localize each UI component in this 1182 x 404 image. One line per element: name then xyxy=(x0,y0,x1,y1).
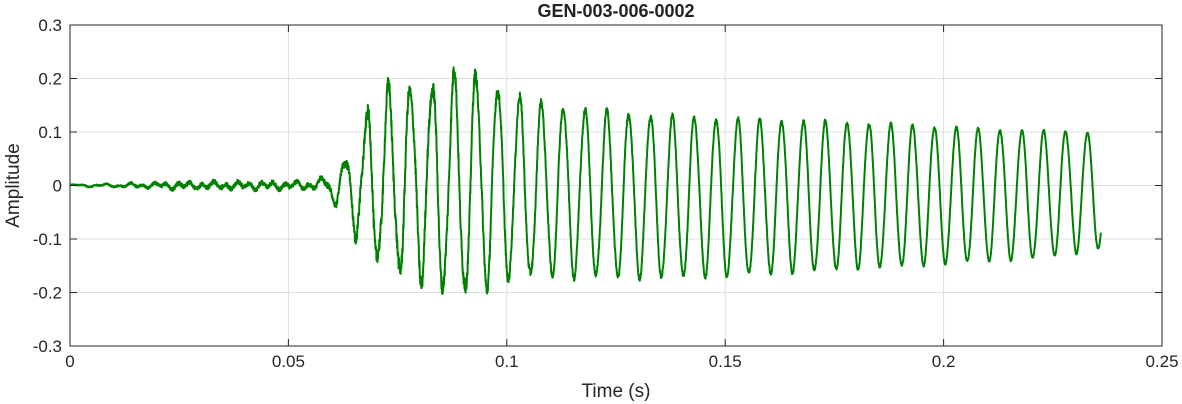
x-tick-labels: 0 0.05 0.1 0.15 0.2 0.25 xyxy=(65,352,1178,371)
y-tick-label: 0 xyxy=(53,177,62,196)
x-tick-label: 0.1 xyxy=(495,352,519,371)
x-tick-label: 0 xyxy=(65,352,74,371)
x-tick-label: 0.25 xyxy=(1145,352,1178,371)
y-tick-label: -0.2 xyxy=(33,284,62,303)
y-tick-label: 0.1 xyxy=(38,123,62,142)
chart-title: GEN-003-006-0002 xyxy=(537,1,694,21)
waveform-line xyxy=(69,66,1102,295)
x-tick-label: 0.05 xyxy=(272,352,305,371)
y-tick-label: 0.3 xyxy=(38,16,62,35)
x-tick-label: 0.15 xyxy=(709,352,742,371)
y-tick-label: -0.3 xyxy=(33,337,62,356)
axis-ticks xyxy=(69,24,1163,347)
y-axis-label: Amplitude xyxy=(3,143,24,228)
plot-area xyxy=(69,66,1102,295)
x-axis-label: Time (s) xyxy=(582,381,651,402)
y-tick-labels: -0.3 -0.2 -0.1 0 0.1 0.2 0.3 xyxy=(33,16,62,356)
x-tick-label: 0.2 xyxy=(932,352,956,371)
y-tick-label: 0.2 xyxy=(38,70,62,89)
y-tick-label: -0.1 xyxy=(33,230,62,249)
